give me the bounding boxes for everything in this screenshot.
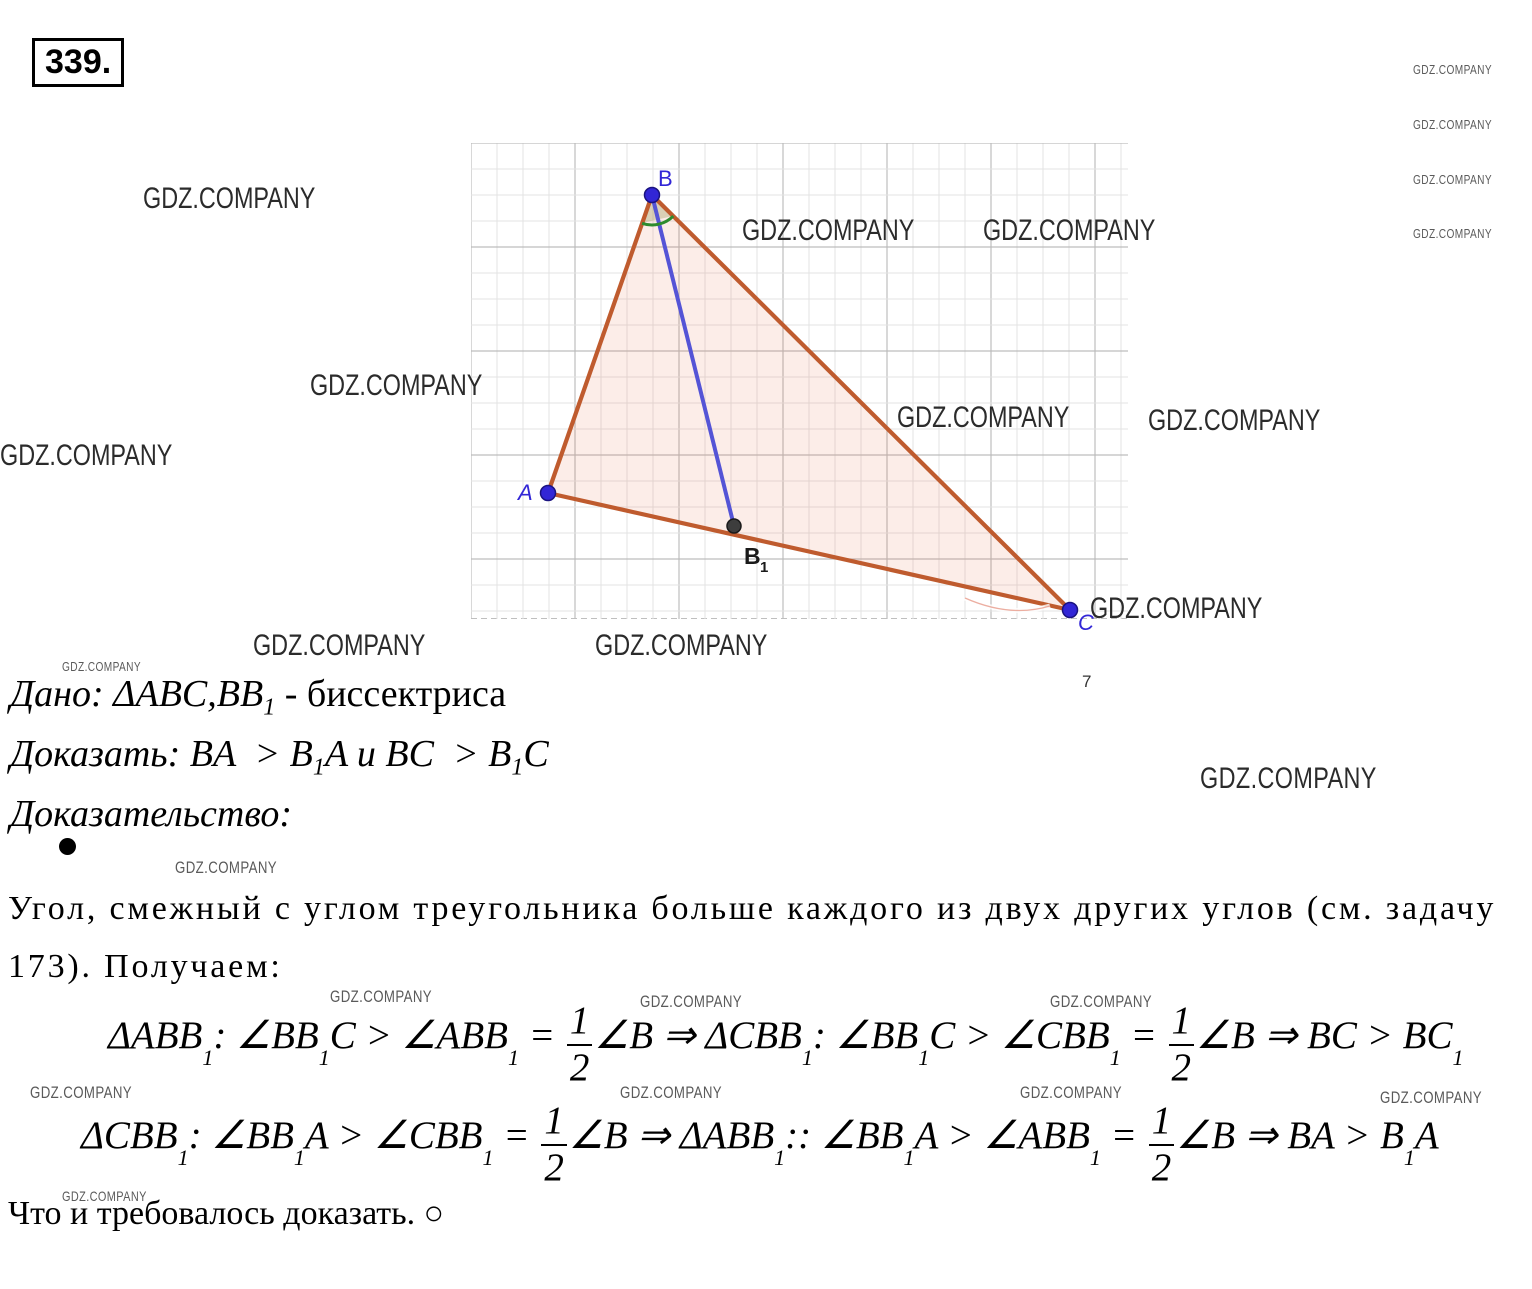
svg-text:A: A (516, 480, 533, 505)
svg-text:GDZ.COMPANY: GDZ.COMPANY (1090, 591, 1262, 624)
svg-text:GDZ.COMPANY: GDZ.COMPANY (742, 213, 914, 246)
svg-text:GDZ.COMPANY: GDZ.COMPANY (595, 628, 767, 661)
svg-text:GDZ.COMPANY: GDZ.COMPANY (143, 181, 315, 214)
svg-text:B: B (744, 543, 761, 569)
svg-text:GDZ.COMPANY: GDZ.COMPANY (253, 628, 425, 661)
svg-text:GDZ.COMPANY: GDZ.COMPANY (310, 368, 482, 401)
svg-text:GDZ.COMPANY: GDZ.COMPANY (897, 400, 1069, 433)
svg-text:GDZ.COMPANY: GDZ.COMPANY (983, 213, 1155, 246)
svg-text:GDZ.COMPANY: GDZ.COMPANY (0, 438, 172, 471)
svg-text:B: B (658, 166, 673, 191)
svg-text:GDZ.COMPANY: GDZ.COMPANY (1148, 403, 1320, 436)
svg-text:1: 1 (760, 559, 768, 576)
